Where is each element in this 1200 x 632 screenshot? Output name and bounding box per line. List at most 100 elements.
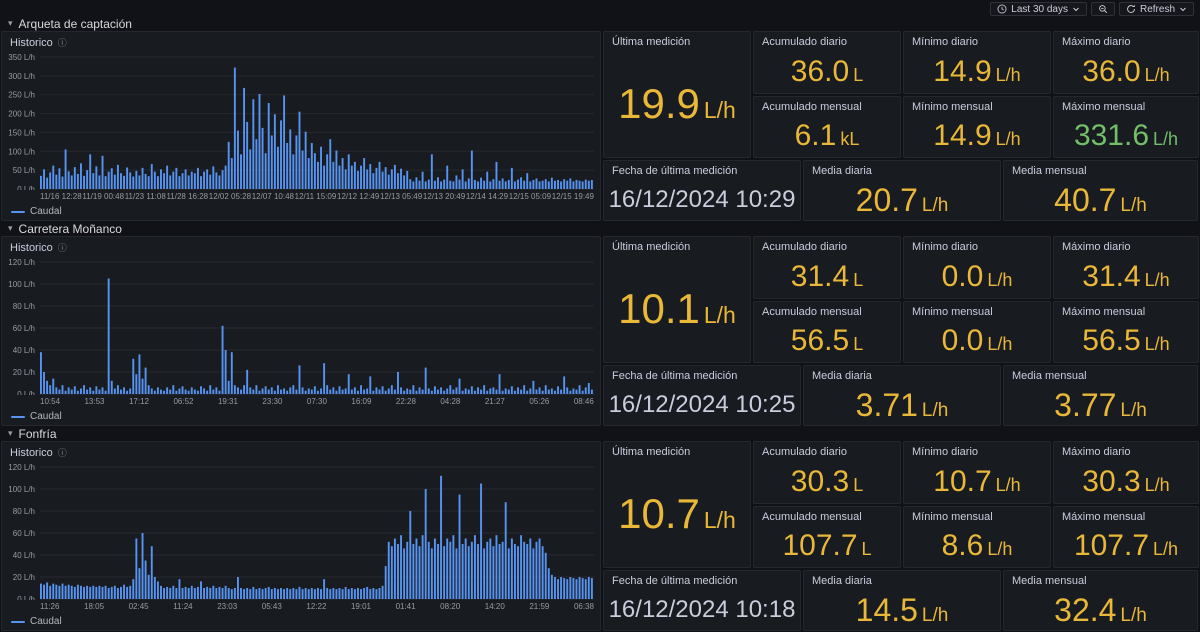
panel-title[interactable]: Media diaria: [812, 575, 872, 587]
chevron-down-icon: ▾: [8, 18, 13, 28]
panel-title[interactable]: Mínimo diario: [912, 241, 979, 253]
stat-unit: L/h: [1144, 474, 1170, 495]
stat-unit: L: [853, 64, 864, 85]
clock-icon: [997, 4, 1007, 14]
panel-title[interactable]: Última medición: [612, 446, 691, 458]
row-title: Carretera Moñanco: [18, 221, 122, 236]
stat-value: 40.7: [1054, 181, 1117, 218]
svg-text:200 L/h: 200 L/h: [8, 110, 35, 119]
stat-unit: L/h: [987, 539, 1013, 559]
panel-title[interactable]: Fecha de última medición: [612, 575, 738, 587]
panel-title[interactable]: Última medición: [612, 241, 691, 253]
panel-title[interactable]: Media mensual: [1012, 575, 1087, 587]
series-color-swatch: [11, 415, 25, 418]
panel-title[interactable]: Media mensual: [1012, 370, 1087, 382]
panel-title[interactable]: Historico ⓘ: [10, 446, 67, 459]
legend-item-caudal[interactable]: Caudal: [11, 411, 62, 422]
panel-title[interactable]: Mínimo mensual: [912, 511, 993, 523]
stat-unit: L/h: [921, 194, 949, 216]
x-axis-labels: 11:26 18:05 02:45 11:24 23:03 05:43 12:22 19:01…: [40, 602, 594, 611]
timeseries-plot[interactable]: 120 L/h 100 L/h 80 L/h 60 L/h 40 L/h 20 L/h 0 …: [6, 462, 596, 604]
panel-title[interactable]: Fecha de última medición: [612, 370, 738, 382]
stat-panel-minimo-mensual: Mínimo mensual 0.0 L/h: [903, 301, 1051, 363]
stat-value: 20.7: [855, 181, 918, 218]
panel-title[interactable]: Máximo diario: [1062, 241, 1131, 253]
stat-panel-acumulado-mensual: Acumulado mensual 56.5 L: [753, 301, 901, 363]
info-icon[interactable]: ⓘ: [57, 38, 67, 48]
stat-value: 19.9: [618, 79, 700, 127]
stat-panel-fecha-ultima-medicion: Fecha de última medición 16/12/2024 10:1…: [603, 570, 801, 631]
stat-unit: L/h: [1144, 64, 1170, 85]
panel-title[interactable]: Media diaria: [812, 370, 872, 382]
time-range-picker[interactable]: Last 30 days: [990, 2, 1087, 16]
refresh-icon: [1126, 4, 1136, 14]
panel-title[interactable]: Máximo mensual: [1062, 101, 1146, 113]
legend-item-caudal[interactable]: Caudal: [11, 206, 62, 217]
panel-title[interactable]: Historico ⓘ: [10, 241, 67, 254]
panel-title[interactable]: Acumulado mensual: [762, 511, 862, 523]
row-header[interactable]: ▾ Carretera Moñanco: [0, 221, 1200, 236]
svg-text:40 L/h: 40 L/h: [13, 551, 35, 560]
panel-title[interactable]: Media diaria: [812, 165, 872, 177]
time-range-label: Last 30 days: [1011, 3, 1068, 15]
panel-title[interactable]: Mínimo diario: [912, 446, 979, 458]
row-title: Fonfría: [18, 426, 57, 441]
panel-title[interactable]: Fecha de última medición: [612, 165, 738, 177]
stat-unit: L/h: [1120, 604, 1147, 626]
stat-unit: L/h: [921, 399, 949, 421]
panel-title[interactable]: Historico ⓘ: [10, 36, 67, 49]
panel-title[interactable]: Acumulado diario: [762, 36, 847, 48]
panel-title[interactable]: Máximo mensual: [1062, 306, 1146, 318]
panel-title[interactable]: Mínimo mensual: [912, 101, 993, 113]
panel-title[interactable]: Máximo mensual: [1062, 511, 1146, 523]
legend-item-caudal[interactable]: Caudal: [11, 616, 62, 627]
row-header[interactable]: ▾ Arqueta de captación: [0, 16, 1200, 31]
refresh-button[interactable]: Refresh: [1118, 2, 1194, 16]
stat-unit: L/h: [1153, 129, 1179, 149]
svg-text:0 L/h: 0 L/h: [17, 185, 35, 190]
panel-title[interactable]: Máximo diario: [1062, 36, 1131, 48]
stat-panel-minimo-mensual: Mínimo mensual 14.9 L/h: [903, 96, 1051, 158]
panel-title[interactable]: Mínimo diario: [912, 36, 979, 48]
svg-text:350 L/h: 350 L/h: [8, 53, 35, 62]
panel-title[interactable]: Acumulado mensual: [762, 101, 862, 113]
panel-title[interactable]: Media mensual: [1012, 165, 1087, 177]
chevron-down-icon: [1072, 5, 1080, 13]
svg-text:150 L/h: 150 L/h: [8, 128, 35, 137]
stat-value: 30.3: [790, 464, 850, 498]
stat-panel-acumulado-diario: Acumulado diario 36.0 L: [753, 31, 901, 94]
row-header[interactable]: ▾ Fonfría: [0, 426, 1200, 441]
stat-unit: L/h: [1120, 194, 1147, 216]
dashboard-toolbar: Last 30 days Refresh: [0, 0, 1200, 16]
info-icon[interactable]: ⓘ: [57, 448, 67, 458]
panel-title[interactable]: Acumulado diario: [762, 446, 847, 458]
refresh-label: Refresh: [1139, 3, 1175, 15]
panel-title[interactable]: Acumulado mensual: [762, 306, 862, 318]
panel-title[interactable]: Máximo diario: [1062, 446, 1131, 458]
svg-text:60 L/h: 60 L/h: [13, 529, 35, 538]
svg-text:100 L/h: 100 L/h: [8, 280, 35, 289]
stat-unit: kL: [840, 129, 860, 149]
stat-value: 36.0: [790, 54, 850, 88]
stat-unit: L/h: [1144, 269, 1170, 290]
dashboard-row-arqueta: ▾ Arqueta de captación Historico ⓘ 350 L/…: [0, 16, 1200, 221]
stat-panel-minimo-diario: Mínimo diario 10.7 L/h: [903, 441, 1051, 504]
timeseries-plot[interactable]: 120 L/h 100 L/h 80 L/h 60 L/h 40 L/h 20 L/h 0 …: [6, 257, 596, 399]
stat-panel-media-diaria: Media diaria 14.5 L/h: [803, 570, 1001, 631]
stat-value: 31.4: [1082, 259, 1141, 293]
panel-title[interactable]: Última medición: [612, 36, 691, 48]
timeseries-plot[interactable]: 350 L/h 300 L/h 250 L/h 200 L/h 150 L/h 100 L…: [6, 52, 596, 194]
stat-panel-acumulado-mensual: Acumulado mensual 107.7 L: [753, 506, 901, 568]
svg-text:40 L/h: 40 L/h: [13, 346, 35, 355]
svg-text:0 L/h: 0 L/h: [17, 595, 35, 600]
panel-title[interactable]: Mínimo mensual: [912, 306, 993, 318]
panel-title[interactable]: Acumulado diario: [762, 241, 847, 253]
stat-value: 3.71: [855, 386, 918, 423]
stat-value: 16/12/2024 10:25: [608, 390, 796, 418]
info-icon[interactable]: ⓘ: [57, 243, 67, 253]
stat-value: 0.0: [941, 324, 984, 357]
row-title: Arqueta de captación: [18, 16, 132, 31]
stat-value: 10.7: [933, 464, 992, 498]
zoom-out-button[interactable]: [1090, 2, 1115, 16]
stat-unit: L/h: [1120, 399, 1147, 421]
